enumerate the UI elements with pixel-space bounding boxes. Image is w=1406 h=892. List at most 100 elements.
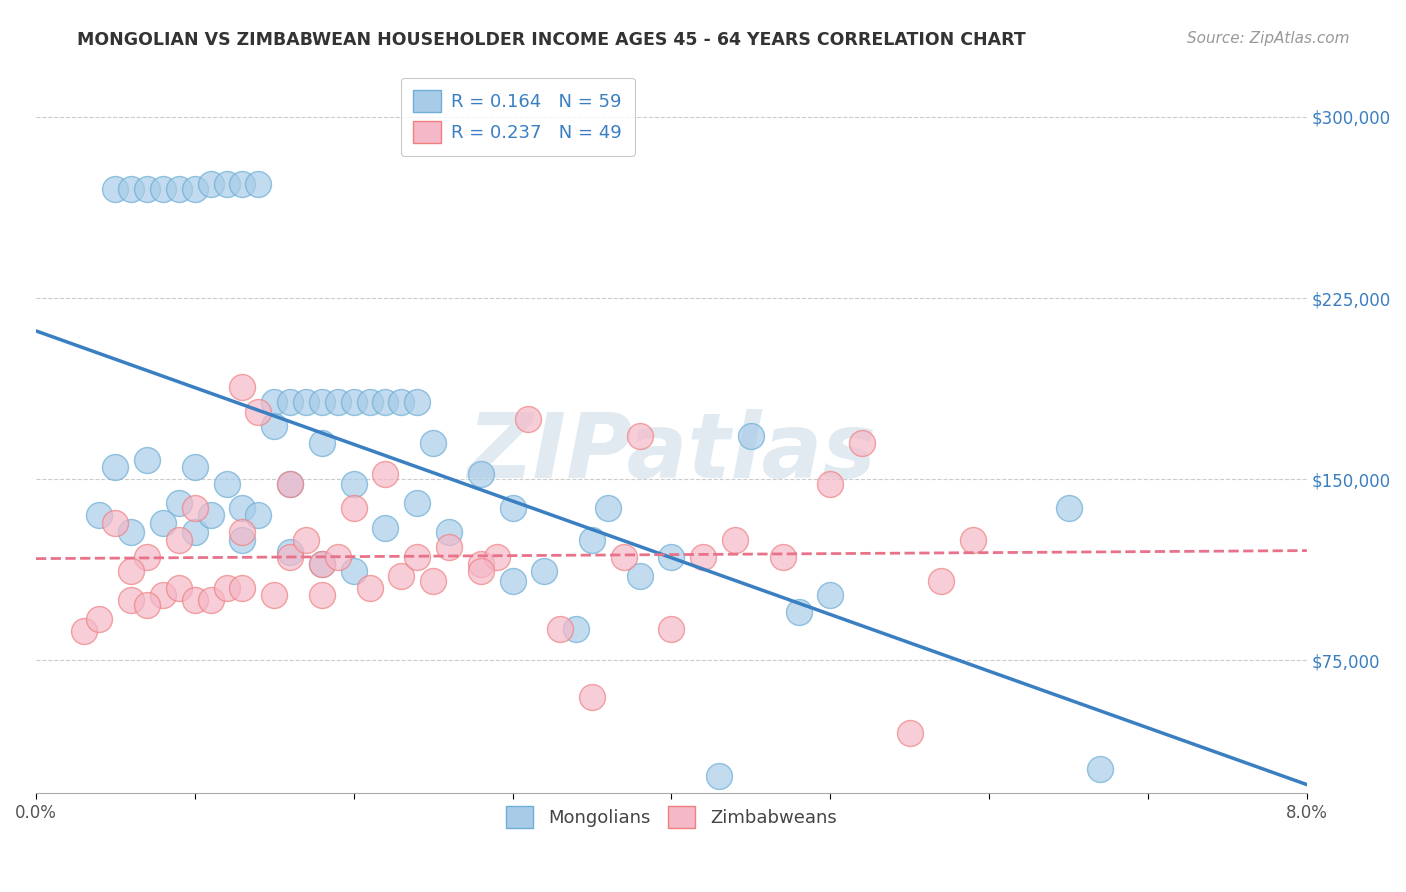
Point	[389, 395, 412, 409]
Point	[152, 588, 174, 602]
Point	[1090, 762, 1112, 776]
Point	[931, 574, 953, 588]
Point	[359, 395, 381, 409]
Point	[581, 533, 603, 547]
Point	[374, 395, 396, 409]
Point	[184, 593, 207, 607]
Point	[231, 178, 253, 192]
Point	[152, 516, 174, 530]
Point	[613, 549, 636, 564]
Point	[311, 588, 333, 602]
Point	[374, 467, 396, 482]
Point	[962, 533, 984, 547]
Point	[898, 726, 921, 740]
Point	[120, 593, 142, 607]
Point	[772, 549, 794, 564]
Point	[263, 588, 285, 602]
Point	[120, 525, 142, 540]
Point	[661, 549, 683, 564]
Point	[343, 501, 366, 516]
Point	[565, 622, 588, 636]
Point	[628, 429, 651, 443]
Point	[470, 557, 492, 571]
Point	[200, 178, 222, 192]
Point	[311, 557, 333, 571]
Point	[311, 436, 333, 450]
Point	[533, 564, 555, 578]
Point	[470, 467, 492, 482]
Point	[231, 380, 253, 394]
Point	[278, 477, 301, 491]
Point	[231, 501, 253, 516]
Point	[247, 508, 270, 523]
Point	[231, 525, 253, 540]
Point	[167, 182, 190, 196]
Text: MONGOLIAN VS ZIMBABWEAN HOUSEHOLDER INCOME AGES 45 - 64 YEARS CORRELATION CHART: MONGOLIAN VS ZIMBABWEAN HOUSEHOLDER INCO…	[77, 31, 1026, 49]
Legend: Mongolians, Zimbabweans: Mongolians, Zimbabweans	[499, 798, 844, 835]
Point	[89, 508, 111, 523]
Point	[422, 436, 444, 450]
Point	[136, 453, 159, 467]
Point	[200, 508, 222, 523]
Point	[152, 182, 174, 196]
Point	[104, 182, 127, 196]
Point	[263, 395, 285, 409]
Point	[104, 460, 127, 475]
Point	[278, 395, 301, 409]
Point	[247, 178, 270, 192]
Point	[406, 496, 429, 510]
Point	[581, 690, 603, 704]
Point	[628, 569, 651, 583]
Point	[231, 533, 253, 547]
Point	[406, 549, 429, 564]
Point	[295, 533, 318, 547]
Point	[120, 564, 142, 578]
Point	[167, 581, 190, 595]
Point	[167, 496, 190, 510]
Point	[437, 525, 460, 540]
Point	[406, 395, 429, 409]
Point	[120, 182, 142, 196]
Point	[136, 549, 159, 564]
Point	[184, 501, 207, 516]
Point	[136, 182, 159, 196]
Point	[692, 549, 714, 564]
Point	[136, 598, 159, 612]
Point	[184, 525, 207, 540]
Point	[311, 557, 333, 571]
Point	[437, 540, 460, 554]
Point	[89, 612, 111, 626]
Point	[740, 429, 762, 443]
Point	[231, 581, 253, 595]
Point	[485, 549, 508, 564]
Point	[104, 516, 127, 530]
Point	[724, 533, 747, 547]
Point	[707, 769, 730, 783]
Point	[787, 605, 810, 619]
Point	[502, 574, 524, 588]
Point	[389, 569, 412, 583]
Point	[72, 624, 94, 639]
Point	[263, 419, 285, 434]
Point	[215, 178, 238, 192]
Point	[359, 581, 381, 595]
Point	[820, 477, 842, 491]
Point	[326, 395, 349, 409]
Point	[343, 395, 366, 409]
Point	[295, 395, 318, 409]
Point	[851, 436, 873, 450]
Point	[278, 477, 301, 491]
Point	[548, 622, 571, 636]
Point	[200, 593, 222, 607]
Point	[470, 564, 492, 578]
Point	[502, 501, 524, 516]
Point	[167, 533, 190, 547]
Point	[596, 501, 619, 516]
Point	[278, 545, 301, 559]
Point	[820, 588, 842, 602]
Point	[215, 581, 238, 595]
Point	[517, 412, 540, 426]
Point	[374, 520, 396, 534]
Point	[278, 549, 301, 564]
Point	[215, 477, 238, 491]
